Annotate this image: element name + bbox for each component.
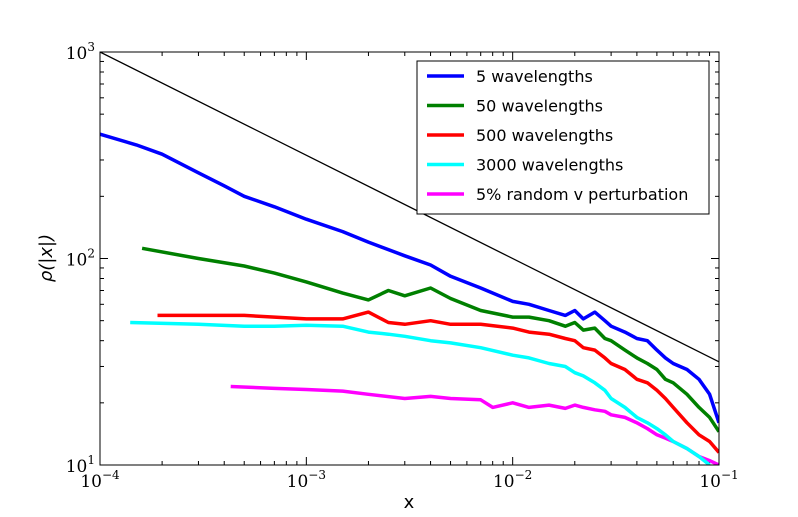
x-tick-label: 10−3 [287,468,326,492]
y-tick-label: 102 [66,247,95,271]
x-axis-label: x [404,492,415,513]
tick-marks [99,52,719,466]
tick-labels: 10−4 10−3 10−2 10−1 101 102 103 [66,40,739,492]
series-line-5-wavelengths [100,132,719,424]
legend: 5 wavelengths 50 wavelengths 500 wavelengt… [416,60,710,215]
plot-frame [99,51,720,466]
x-tick-label: 10−4 [80,468,120,492]
series-line-reference [100,52,719,363]
y-tick-label: 103 [66,40,95,64]
x-tick-label: 10−2 [493,468,532,492]
legend-label: 500 wavelengths [476,126,613,145]
legend-label: 5 wavelengths [476,67,593,86]
y-axis-label: ρ(|x|) [36,234,57,282]
series-line-500-wavelengths [157,310,719,454]
legend-label: 3000 wavelengths [476,156,623,175]
legend-box [416,60,710,215]
y-tick-label: 101 [66,453,95,477]
legend-label: 5% random v perturbation [476,185,688,204]
x-tick-label: 10−1 [699,468,738,492]
legend-label: 50 wavelengths [476,97,603,116]
series-line-50-wavelengths [141,246,719,433]
series-line-3000-wavelengths [130,320,711,465]
series-lines [100,52,719,465]
